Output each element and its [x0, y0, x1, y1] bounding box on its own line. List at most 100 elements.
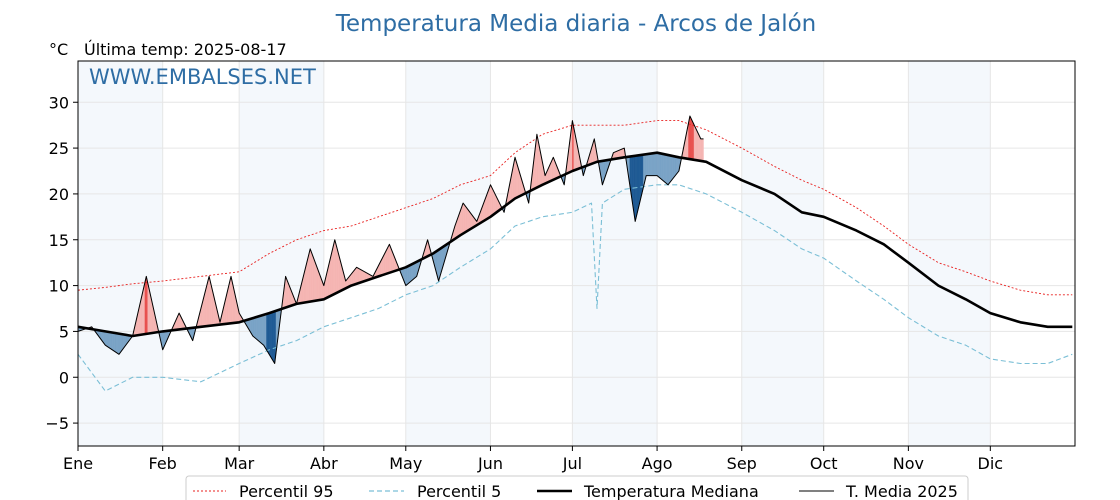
legend: Percentil 95 Percentil 5 Temperatura Med… [185, 475, 969, 500]
month-band [405, 61, 491, 446]
anomaly-fill [691, 118, 693, 160]
anomaly-fill [636, 155, 639, 216]
anomaly-fill [331, 245, 334, 296]
anomaly-fill [412, 262, 415, 281]
x-tick-label: Jun [477, 454, 503, 473]
anomaly-fill [676, 156, 678, 175]
anomaly-fill [115, 333, 118, 354]
anomaly-fill [333, 239, 335, 295]
series-lines [77, 115, 1073, 392]
anomaly-fill [670, 155, 673, 182]
anomaly-fill [699, 136, 701, 162]
month-band [908, 61, 991, 446]
x-tick-label: Mar [224, 454, 255, 473]
anomaly-fill [260, 314, 263, 345]
legend-label-p95: Percentil 95 [239, 482, 334, 500]
anomaly-fill [105, 331, 107, 347]
anomaly-fill [491, 187, 494, 217]
anomaly-fill [355, 266, 357, 285]
anomaly-fill [308, 248, 311, 303]
anomaly-fill [307, 254, 309, 303]
month-bands [78, 61, 991, 446]
anomaly-fill [387, 244, 390, 274]
y-tick-label: 30 [49, 93, 69, 112]
x-tick-label: May [389, 454, 422, 473]
anomaly-fill [144, 276, 147, 335]
x-tick-label: Dic [978, 454, 1004, 473]
anomaly-fill [408, 264, 411, 284]
anomaly-fill [695, 127, 697, 161]
anomaly-fill [207, 276, 210, 327]
anomaly-fill [256, 316, 259, 342]
x-tick-label: Ene [63, 454, 93, 473]
legend-label-median: Temperatura Mediana [583, 482, 759, 500]
anomaly-fill [696, 130, 699, 161]
anomaly-fill [285, 276, 288, 308]
y-tick-label: 0 [59, 368, 69, 387]
legend-label-p5: Percentil 5 [417, 482, 501, 500]
grid-lines [77, 61, 1075, 446]
plot-frame [77, 60, 1076, 447]
y-unit-label: °C [49, 40, 68, 59]
anomaly-fill [117, 333, 120, 355]
anomaly-fill [488, 184, 491, 219]
anomaly-fill [121, 333, 124, 352]
x-tick-label: Ago [642, 454, 673, 473]
last-temp-label: Última temp: 2025-08-17 [84, 40, 287, 59]
anomaly-fill [273, 311, 275, 365]
anomaly-fill [109, 331, 112, 350]
x-tick-label: Abr [310, 454, 338, 473]
anomaly-fill [514, 157, 517, 199]
anomaly-fill [493, 190, 495, 216]
y-tick-label: −5 [45, 414, 69, 433]
anomaly-fill [107, 331, 110, 349]
anomaly-fill [701, 138, 704, 162]
y-tick-label: 20 [49, 185, 69, 204]
anomaly-fill [692, 121, 695, 161]
x-axis: Ene Feb Mar Abr May Jun Jul Ago Sep Oct Nov Dic [63, 446, 1003, 473]
anomaly-fill [662, 153, 665, 182]
anomaly-fill [360, 269, 363, 283]
x-tick-label: Nov [893, 454, 924, 473]
anomaly-fill [666, 154, 669, 186]
anomaly-fill [316, 267, 319, 301]
x-tick-label: Jul [562, 454, 582, 473]
anomaly-fill [267, 312, 270, 356]
month-band [572, 61, 658, 446]
anomaly-fill [663, 153, 666, 183]
anomaly-fill [335, 244, 338, 294]
anomaly-fill [639, 154, 641, 205]
anomaly-fill [462, 202, 465, 234]
line-temperatura-mediana [77, 151, 1073, 338]
anomaly-fill [312, 256, 315, 302]
line-percentil-95 [77, 120, 1073, 296]
anomaly-fill [252, 317, 255, 338]
anomaly-fill [651, 152, 654, 176]
anomaly-fill [667, 154, 670, 186]
anomaly-fill [411, 263, 413, 282]
anomaly-fill [655, 152, 658, 176]
anomaly-fill [359, 268, 361, 284]
anomaly-fill [659, 152, 662, 180]
anomaly-fill [259, 315, 262, 344]
y-tick-label: 15 [49, 231, 69, 250]
anomaly-fill [356, 266, 359, 285]
anomaly-fill [654, 152, 656, 176]
legend-box [185, 475, 969, 500]
anomaly-fill [468, 209, 471, 231]
anomaly-fill [635, 155, 637, 222]
line-percentil-5 [77, 184, 1073, 392]
line-t-media-2025 [77, 115, 704, 364]
y-tick-label: 25 [49, 139, 69, 158]
anomaly-fill [271, 311, 274, 362]
anomaly-fill [674, 156, 677, 177]
anomaly-fill [647, 153, 650, 176]
anomaly-fill [120, 333, 122, 354]
anomaly-fill [467, 208, 469, 232]
legend-label-2025: T. Media 2025 [845, 482, 958, 500]
watermark: WWW.EMBALSES.NET [89, 65, 316, 89]
anomaly-fill [415, 261, 417, 279]
anomaly-fill [658, 152, 660, 179]
anomaly-fill [464, 204, 467, 234]
